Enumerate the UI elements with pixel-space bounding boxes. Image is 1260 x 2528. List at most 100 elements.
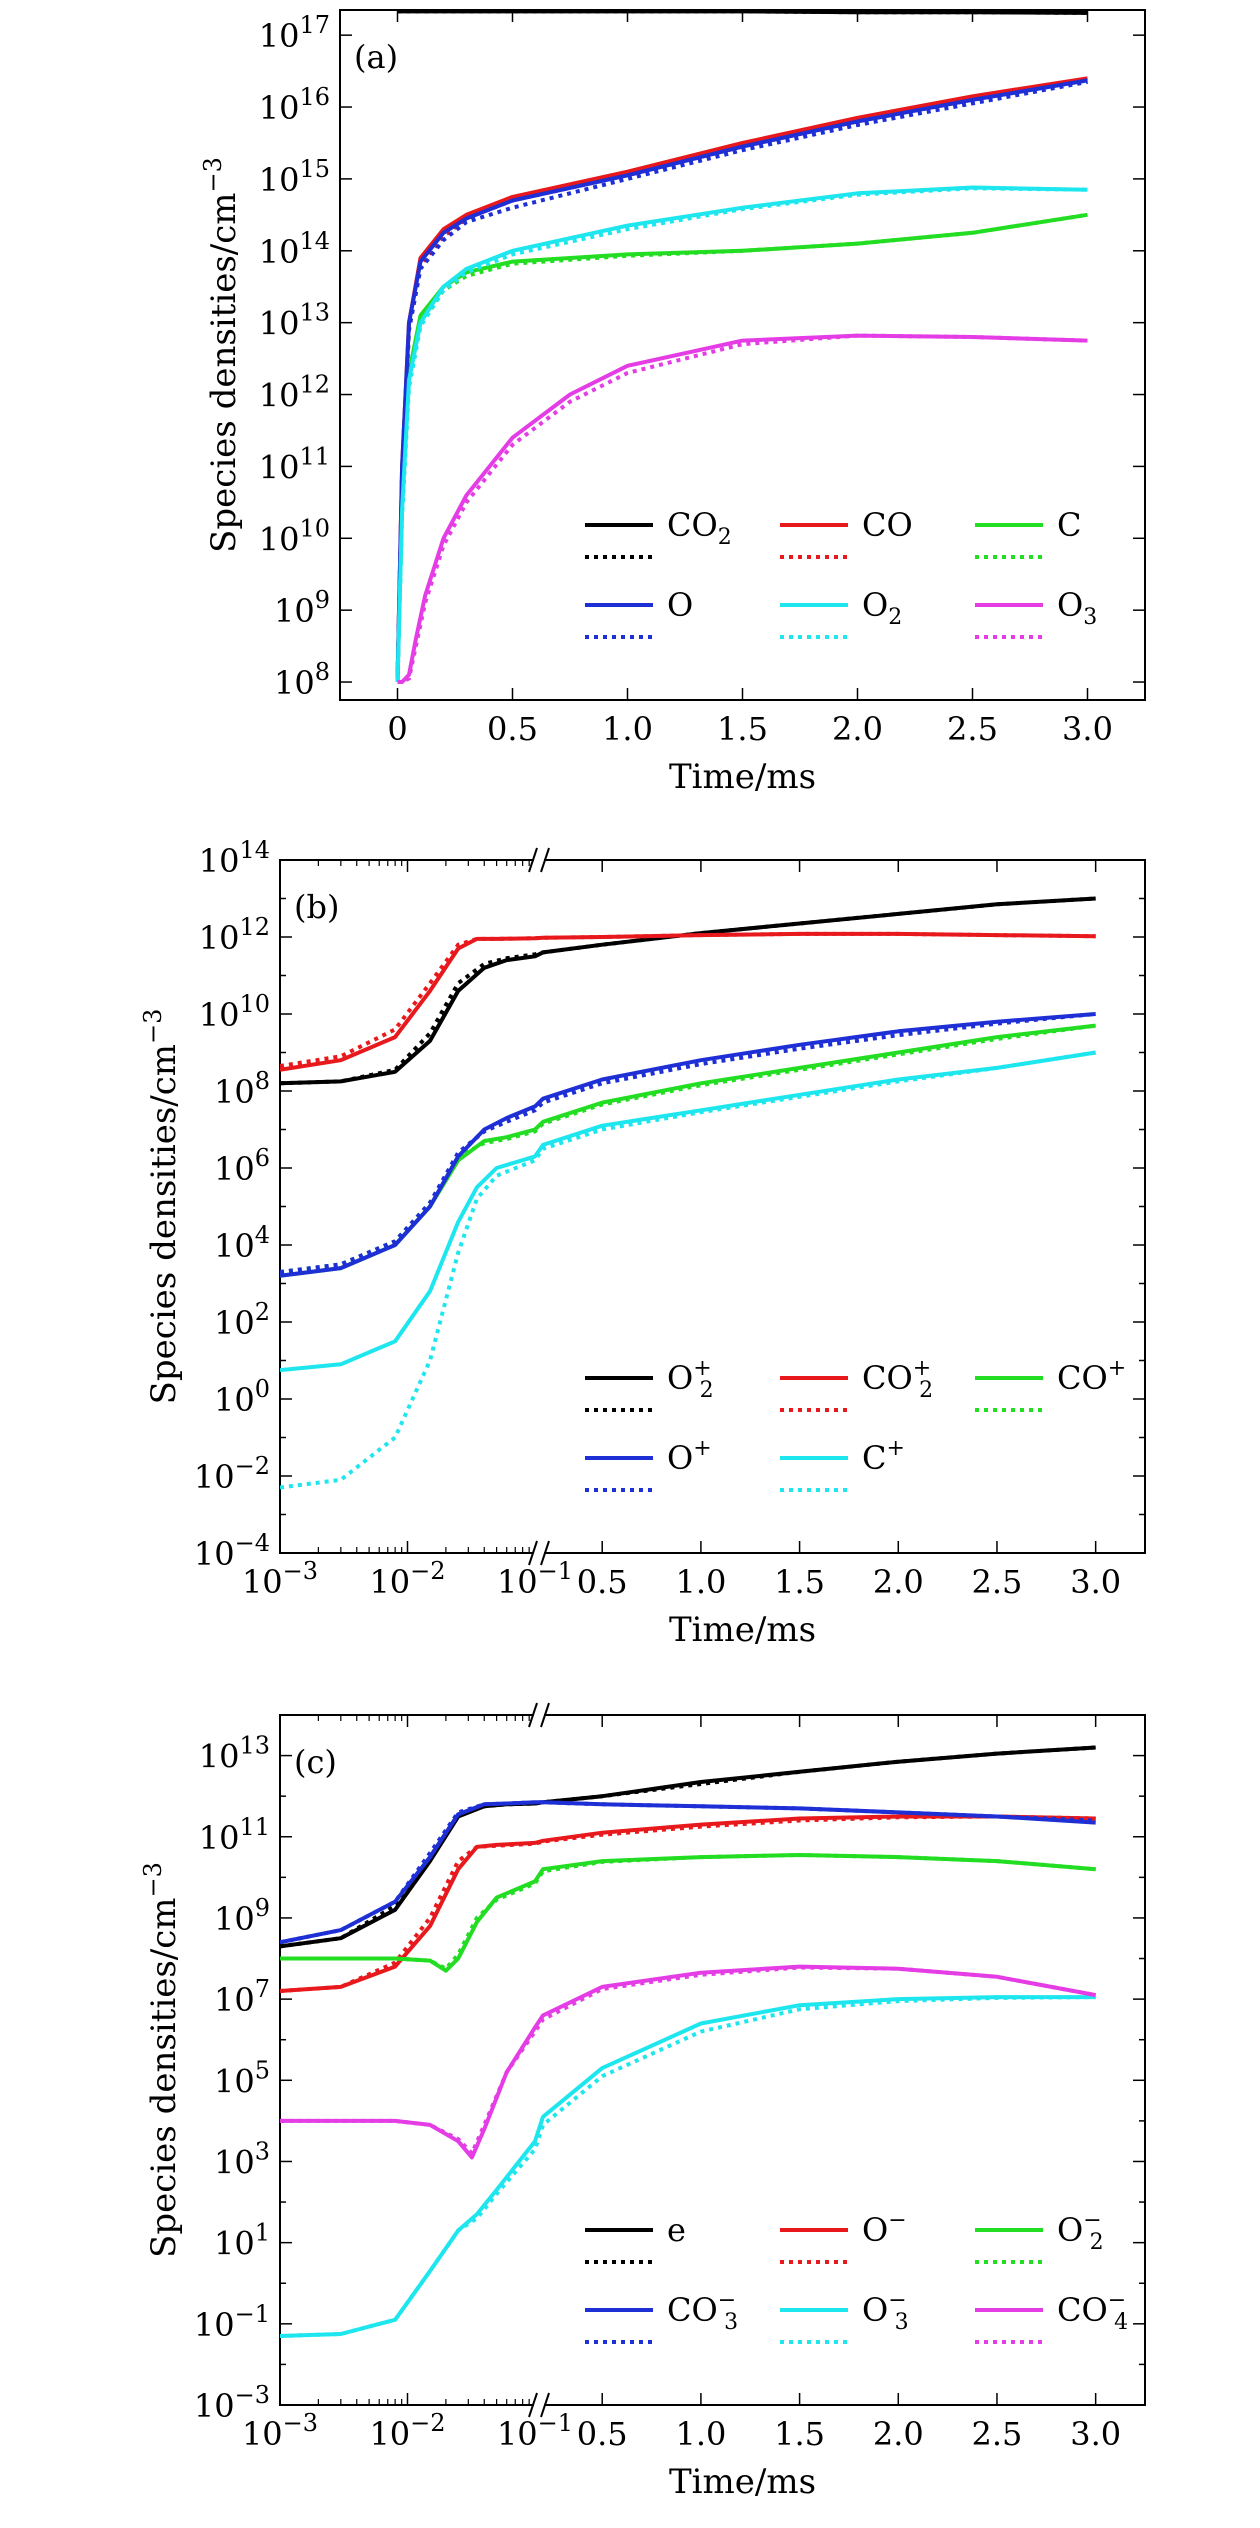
x-tick-label: 2.5 [972,1563,1023,1601]
legend-label: O+ [667,1436,712,1477]
y-tick-label: 100 [214,1375,270,1419]
y-tick-label: 10−2 [194,1452,270,1496]
panel-label: (c) [294,1743,337,1781]
y-tick-label: 1014 [259,227,330,271]
x-tick-label: 2.5 [947,710,998,748]
legend-entry: O+ [585,1436,712,1492]
series-line-o-dotted [395,79,1088,683]
axis-break-mark [528,1540,538,1566]
y-tick-label: 103 [214,2137,270,2181]
legend-label: O3 [1057,586,1097,630]
x-tick-label: 0.5 [487,710,538,748]
y-tick-label: 102 [214,1298,270,1342]
series-line-e-solid [280,1745,1096,1949]
y-axis-label: Species densities/cm−3 [199,157,244,553]
legend-entry: O+ 2 [585,1356,714,1412]
legend-label: O+ 2 [667,1356,714,1403]
legend-entry: CO+ [975,1356,1126,1412]
plot-frame [279,1714,1146,2406]
axis-break-mark [540,847,550,873]
x-axis-label: Time/ms [669,1610,816,1650]
series-line-o-solid [280,1814,1096,1993]
plot-frame [279,859,1146,1554]
legend-entry: C [975,506,1081,559]
x-tick-label: 1.5 [774,1563,825,1601]
legend-entry: CO [780,506,913,559]
y-tick-label: 10−1 [194,2300,270,2344]
panel-label: (b) [294,888,339,926]
axis-break-gap [534,1701,544,1729]
y-tick-label: 1015 [259,155,330,199]
axis-break-mark [540,1702,550,1728]
series-line-o-dotted [280,1814,1096,1993]
x-axis-label: Time/ms [669,2462,816,2502]
series-line-o2-solid [395,185,1088,683]
x-tick-label: 3.0 [1062,710,1113,748]
legend-label: CO2 [667,506,732,550]
legend-label: C+ [862,1436,905,1477]
legend-entry: O2 [780,586,902,639]
legend-entry: O− 2 [975,2208,1104,2264]
legend-entry: CO− 3 [585,2288,738,2344]
y-tick-label: 108 [214,1067,270,1111]
series-line-co3-solid [280,1800,1096,1945]
legend-label: CO− 3 [667,2288,738,2335]
series-line-co2-dotted [280,931,1096,1068]
y-tick-label: 1013 [199,1732,270,1776]
y-tick-label: 106 [214,1144,270,1188]
y-tick-label: 104 [214,1221,270,1265]
legend-entry: e [585,2211,686,2264]
series-line-o2-solid [280,896,1096,1086]
x-tick-label: 10−3 [242,1557,318,1601]
series-group [280,896,1097,1490]
series-line-co2-solid [280,931,1096,1072]
legend-label: C [1057,506,1081,544]
series-line-o2-dotted [280,1852,1096,1972]
series-line-co4-solid [280,1964,1097,2160]
legend-label: CO+ [1057,1356,1126,1397]
legend-label: O− 2 [1057,2208,1104,2255]
x-tick-label: 1.5 [717,710,768,748]
x-tick-label: 10−3 [242,2409,318,2453]
series-line-c-solid [280,1050,1097,1373]
x-tick-label: 1.0 [602,710,653,748]
y-tick-label: 101 [214,2219,270,2263]
series-line-o3-solid [397,333,1088,684]
series-line-co3-dotted [280,1800,1096,1945]
series-line-o2-solid [280,1853,1096,1973]
series-line-o3-dotted [397,333,1088,684]
series-line-o3-solid [280,1995,1096,2338]
series-line-c-dotted [280,1050,1097,1490]
legend-label: O2 [862,586,902,630]
legend-label: e [667,2211,686,2249]
series-line-co-solid [395,76,1088,683]
x-tick-label: 2.0 [873,2415,924,2453]
legend-entry: O− [780,2208,907,2264]
axis-break-mark [540,2392,550,2418]
legend-entry: O [585,586,693,639]
series-line-c-dotted [395,212,1088,683]
y-tick-label: 1016 [259,83,330,127]
panel-label: (a) [354,38,398,76]
x-tick-label: 2.5 [972,2415,1023,2453]
x-tick-label: 10−2 [369,1557,445,1601]
x-tick-label: 0 [387,710,407,748]
y-tick-label: 1011 [199,1813,270,1857]
legend-entry: CO+ 2 [780,1356,933,1412]
x-tick-label: 1.0 [675,2415,726,2453]
legend-entry: O− 3 [780,2288,909,2344]
legend-label: CO [862,506,913,544]
y-tick-label: 1010 [259,514,330,558]
y-tick-label: 1014 [199,836,270,880]
y-axis-label: Species densities/cm−3 [139,1862,184,2258]
legend-entry: O3 [975,586,1097,639]
legend-label: CO− 4 [1057,2288,1128,2335]
axis-break-gap [534,1539,544,1567]
panel-c: 10−3 10−1 101 103 105 107 109 1011 1013 10−3 10−2 1… [139,1701,1146,2502]
x-tick-label: 2.0 [873,1563,924,1601]
series-line-o2-dotted [280,896,1096,1086]
axis-break-mark [528,847,538,873]
y-tick-label: 107 [214,1975,270,2019]
legend-label: O [667,586,693,624]
